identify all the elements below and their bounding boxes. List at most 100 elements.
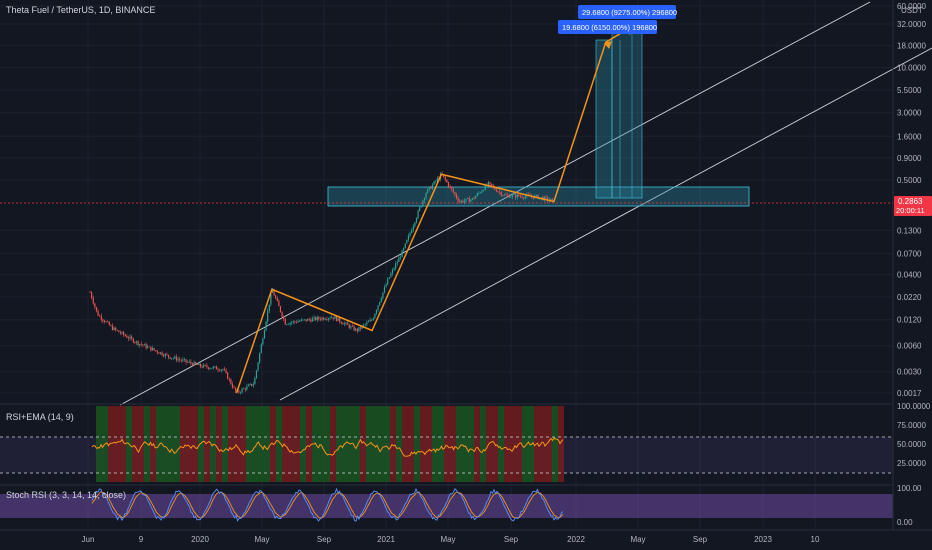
candle-body [363,324,365,326]
candle-body [329,318,331,319]
candle-body [263,330,266,339]
candle-body [452,189,454,193]
candle-body [350,326,352,328]
candle-body [364,324,366,325]
candle-body [292,321,294,323]
candle-body [265,321,267,331]
candle-body [380,298,382,302]
candle-body [475,196,477,199]
candle-body [339,317,341,322]
time-tick-label: 10 [811,535,820,544]
rsi-indicator-label[interactable]: RSI+EMA (14, 9) [6,412,74,422]
candle-body [446,179,448,183]
price-tick-label: 32.0000 [897,20,926,29]
candle-body [108,321,110,326]
rsi-bg-segment [474,406,480,482]
candle-body [206,365,208,368]
candle-body [167,354,170,357]
rsi-bg-segment [354,406,360,482]
rsi-bg-segment [234,406,240,482]
rsi-bg-segment [156,406,162,482]
candle-body [140,343,142,345]
callout-2[interactable]: 19.6800 (6150.00%) 196800 [558,20,657,34]
candle-body [105,321,107,323]
candle-body [214,366,216,368]
rsi-bg-segment [204,406,210,482]
rsi-bg-segment [558,406,564,482]
candle-body [127,337,130,339]
rsi-bg-segment [306,406,312,482]
candle-body [259,353,261,363]
candle-body [204,364,206,366]
rsi-bg-segment [216,406,222,482]
candle-body [503,194,506,196]
candle-body [158,352,160,354]
candle-body [220,369,222,371]
candle-body [476,193,478,197]
rsi-bg-segment [300,406,306,482]
candle-body [495,189,498,192]
rsi-bg-segment [138,406,144,482]
time-tick-label: Sep [504,535,519,544]
rsi-bg-segment [462,406,468,482]
rsi-bg-segment [444,406,450,482]
symbol-title[interactable]: Theta Fuel / TetherUS, 1D, BINANCE [6,5,156,15]
candle-body [171,358,173,359]
price-axis[interactable]: 60.0000 32.0000 18.0000 10.0000 5.5000 3.0000… [897,2,926,398]
candle-body [387,278,389,285]
candle-body [95,307,98,311]
candle-body [142,344,144,346]
candle-body [102,319,104,321]
candle-body [262,338,264,345]
candle-body [454,192,456,195]
pattern-arrowhead [604,41,612,49]
candle-body [311,318,314,322]
rsi-bg-segment [432,406,438,482]
callout-1[interactable]: 29.6800 (9275.00%) 296800 [578,5,677,19]
rsi-bg-segment [378,406,384,482]
rsi-bg-segment [468,406,474,482]
price-tick-label: 0.0120 [897,316,922,325]
candle-body [279,306,282,312]
candle-body [415,217,418,223]
candle-body [92,298,94,304]
rsi-bg-segment [510,406,516,482]
candle-body [315,317,317,321]
candle-body [535,195,538,196]
price-tick-label: 60.0000 [897,2,926,11]
candle-body [483,190,485,191]
candle-body [550,198,552,201]
candle-body [425,193,427,198]
candle-body [254,377,256,385]
candle-body [191,363,194,366]
candle-body [179,359,181,360]
candle-body [327,318,330,320]
candle-body [207,367,210,369]
rsi-tick-label: 25.0000 [897,459,926,468]
candle-body [166,354,168,355]
candle-body [348,324,350,328]
rsi-bg-segment [114,406,120,482]
stoch-indicator-label[interactable]: Stoch RSI (3, 3, 14, 14, close) [6,490,127,500]
time-tick-label: Sep [693,535,708,544]
candle-body [271,290,274,293]
price-tick-label: 0.0700 [897,250,922,259]
candle-body [451,186,453,190]
candle-body [115,327,117,330]
candle-body [134,342,136,343]
candle-body [283,316,285,319]
candle-body [225,370,227,373]
candle-body [374,313,376,319]
rsi-bg-segment [180,406,186,482]
candle-body [241,388,243,393]
rsi-bg-segment [318,406,324,482]
candle-body [401,250,403,257]
time-axis[interactable]: Jun 9 2020 May Sep 2021 May Sep 2022 May Sep 2023 10 [82,535,820,544]
candle-body [409,232,411,236]
price-tick-label: 0.1300 [897,226,922,235]
rsi-bg-segment [504,406,510,482]
candle-body [403,247,405,251]
candle-body [411,230,413,233]
candle-body [249,383,251,385]
